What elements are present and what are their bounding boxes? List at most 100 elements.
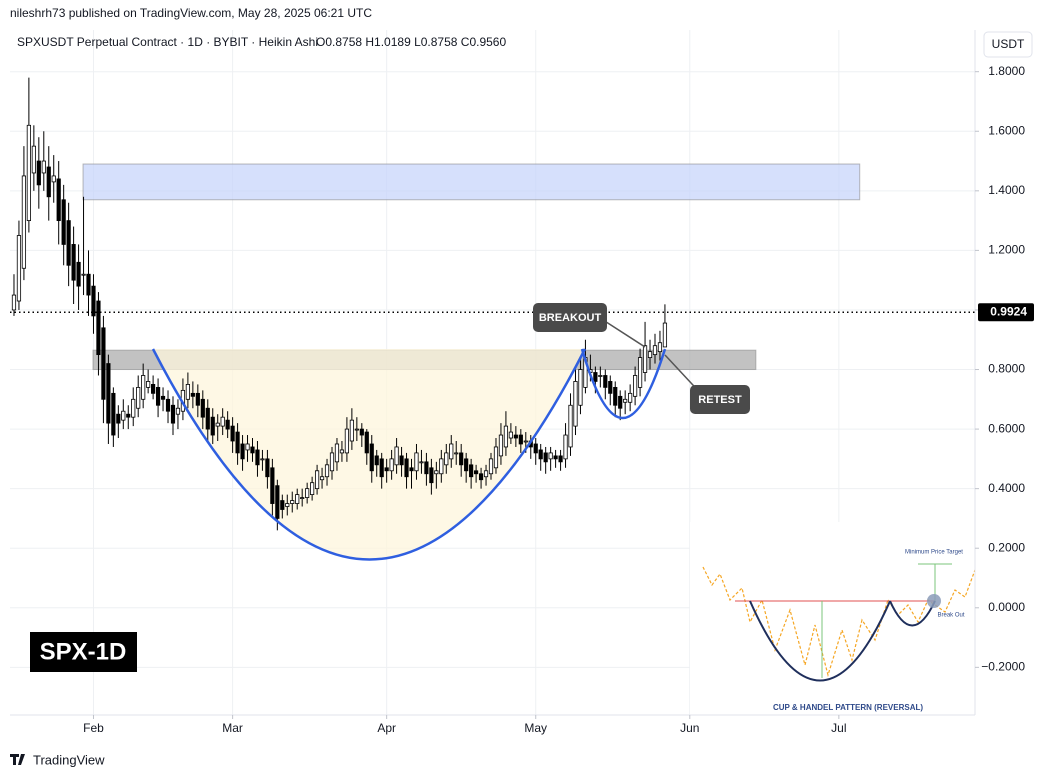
candle-body (205, 407, 210, 430)
x-tick-label: Jun (680, 721, 699, 735)
publisher: nileshrh73 published on TradingView.com,… (10, 6, 372, 20)
callout-box (533, 303, 607, 332)
candle-body (185, 384, 190, 400)
candle-body (81, 273, 86, 276)
candle-body (543, 452, 548, 463)
candle-body (305, 488, 310, 498)
candle-body (66, 220, 71, 266)
last-price-box (978, 303, 1034, 322)
candle-body (36, 160, 41, 186)
candle-body (538, 449, 543, 460)
candle-body (623, 398, 628, 403)
candle-body (111, 392, 116, 436)
candle-body (329, 452, 335, 472)
candle-body (642, 345, 648, 373)
candle-body (319, 476, 325, 481)
candle-body (155, 386, 161, 406)
cup-curve (151, 348, 587, 561)
candle-body (414, 452, 419, 472)
x-tick-label: Jul (831, 721, 846, 735)
candle-body (190, 392, 195, 397)
candle-body (165, 398, 171, 412)
y-tick-label: −0.2000 (981, 660, 1025, 674)
candle-body (633, 375, 638, 397)
candle-body (260, 458, 265, 461)
y-tick-label: 1.4000 (988, 183, 1025, 197)
inset: Minimum Price Target Break Out CUP & HAN… (690, 522, 976, 717)
candle-body (56, 178, 61, 222)
candle-body (354, 428, 359, 431)
candle-body (300, 497, 305, 499)
candle-body (285, 503, 290, 507)
candle-body (310, 482, 315, 496)
candle-body (200, 398, 205, 418)
candle-body (558, 455, 563, 463)
candle-body (389, 458, 394, 472)
candle-body (116, 413, 121, 424)
candle-body (61, 199, 66, 245)
candle-body (548, 452, 553, 460)
candle-body (215, 422, 220, 427)
candle-body (195, 392, 200, 406)
candle-body (459, 452, 464, 466)
candle-body (344, 428, 350, 454)
candle-body (46, 166, 51, 198)
ohlc: O0.8758 H1.0189 L0.8758 C0.9560 (316, 35, 506, 49)
candle-body (637, 357, 643, 388)
candle-body (593, 372, 598, 382)
candle-body (91, 285, 96, 317)
candle-body (374, 455, 379, 466)
candle-body (394, 446, 399, 466)
y-tick-label: 0.2000 (988, 540, 1025, 554)
candle-body (662, 322, 668, 348)
candle-body (170, 404, 176, 424)
candle-body (493, 446, 499, 469)
candle-body (434, 470, 439, 475)
y-tick-label: 0.6000 (988, 421, 1025, 435)
x-tick-label: Mar (222, 721, 243, 735)
candle-body (518, 434, 523, 445)
candle-body (334, 443, 340, 463)
candle-body (136, 386, 141, 409)
candle-body (11, 294, 17, 311)
candle-body (121, 410, 126, 421)
candle-body (404, 458, 409, 478)
inset-breakout-dot (927, 594, 941, 608)
candle-body (533, 443, 538, 454)
candle-body (225, 419, 230, 430)
candle-body (657, 342, 663, 353)
candle-body (652, 345, 658, 356)
y-tick-label: 0.8000 (988, 362, 1025, 376)
candle-body (603, 375, 608, 388)
inset-text: Break Out (937, 613, 964, 619)
y-tick-label: 0.4000 (988, 481, 1025, 495)
callout-line (599, 317, 646, 348)
candle-body (235, 431, 240, 454)
candle-body (364, 431, 369, 454)
candle-body (175, 407, 181, 415)
candle-body (464, 458, 469, 472)
candle-body (160, 395, 166, 400)
candle-body (474, 470, 479, 475)
footer-logo: TradingView (33, 752, 105, 767)
axes: −0.20000.00000.20000.40000.60000.80001.0… (83, 64, 1034, 735)
candle-body (618, 395, 623, 409)
last-price-label: 0.9924 (990, 304, 1027, 318)
candle-body (324, 464, 330, 478)
candle-body (419, 461, 424, 464)
badge-box (30, 632, 137, 672)
inset-handle (889, 600, 936, 627)
candle-body (469, 464, 474, 478)
candle-body (409, 467, 414, 472)
candle-body (126, 413, 131, 418)
candle-body (101, 327, 106, 400)
candle-body (31, 145, 36, 174)
candle-body (41, 160, 46, 174)
candle-body (106, 363, 111, 424)
callout-box (690, 385, 750, 414)
candle-body (647, 351, 653, 359)
candle-body (523, 440, 528, 443)
candle-body (280, 500, 285, 510)
